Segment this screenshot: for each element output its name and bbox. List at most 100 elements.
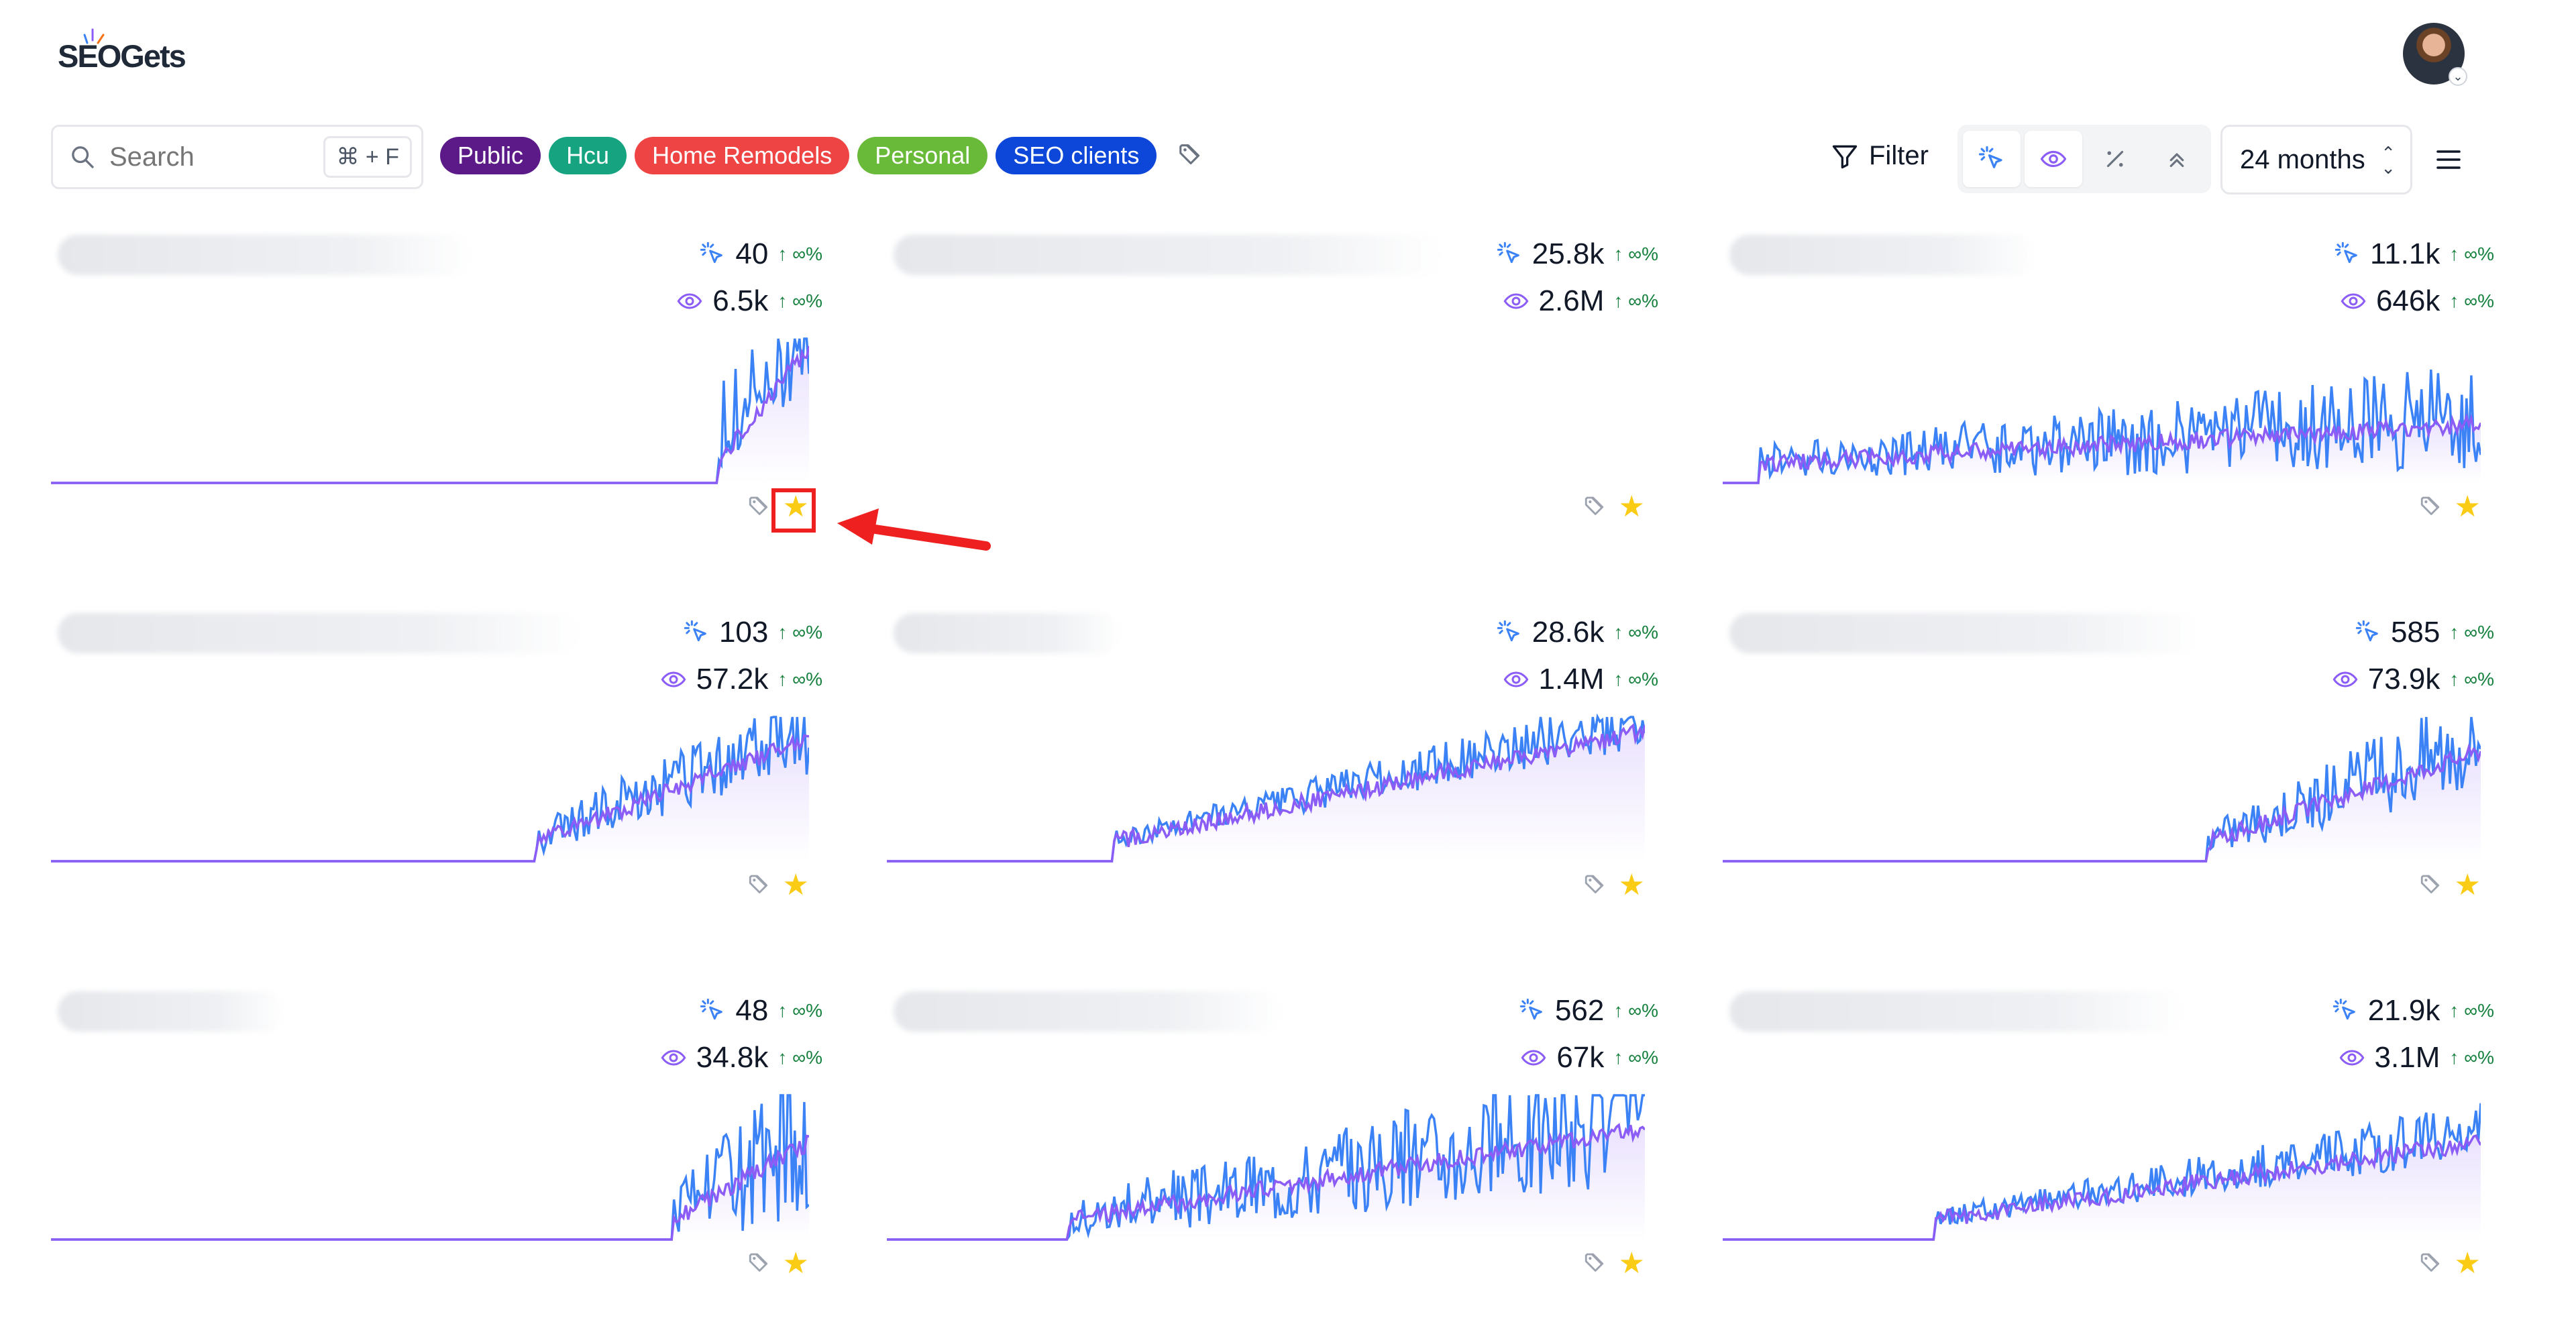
tag-personal[interactable]: Personal	[857, 137, 988, 174]
metric-toggle-group	[1957, 125, 2211, 193]
clicks-stat: 11.1k ↑ ∞%	[2334, 237, 2494, 271]
traffic-chart[interactable]	[887, 707, 1645, 868]
traffic-chart[interactable]	[887, 329, 1645, 490]
chevron-down-icon[interactable]: ⌄	[2449, 67, 2467, 86]
impressions-area	[51, 735, 809, 861]
traffic-chart[interactable]	[887, 1085, 1645, 1246]
eye-icon	[1503, 671, 1528, 688]
card-actions: ★	[747, 871, 809, 900]
site-name-blurred[interactable]	[58, 991, 286, 1032]
tag-icon[interactable]	[2418, 493, 2447, 521]
search-box[interactable]: ⌘ + F	[51, 125, 423, 189]
traffic-chart[interactable]	[1723, 1085, 2481, 1246]
impressions-stat: 2.6M ↑ ∞%	[1503, 284, 1658, 318]
star-icon[interactable]: ★	[782, 1247, 809, 1280]
site-card[interactable]: 40 ↑ ∞% 6.5k ↑ ∞% ★	[51, 235, 822, 584]
menu-icon[interactable]	[2432, 144, 2465, 176]
site-name-blurred[interactable]	[894, 991, 1283, 1032]
site-name-blurred[interactable]	[894, 613, 1122, 653]
impressions-stat: 34.8k ↑ ∞%	[660, 1041, 822, 1075]
tags-icon[interactable]	[1177, 140, 1208, 171]
tag-home-remodels[interactable]: Home Remodels	[635, 137, 850, 174]
star-icon[interactable]: ★	[782, 490, 809, 523]
star-icon[interactable]: ★	[1618, 869, 1645, 901]
star-icon[interactable]: ★	[2454, 490, 2481, 523]
tag-public[interactable]: Public	[440, 137, 541, 174]
tag-hcu[interactable]: Hcu	[549, 137, 627, 174]
clicks-value: 562	[1554, 994, 1605, 1027]
card-actions: ★	[2418, 492, 2481, 522]
tag-icon[interactable]	[1582, 493, 1611, 521]
site-name-blurred[interactable]	[58, 235, 474, 275]
site-name-blurred[interactable]	[1729, 235, 2038, 275]
search-input[interactable]	[109, 142, 311, 172]
star-icon[interactable]: ★	[1618, 490, 1645, 523]
position-toggle[interactable]	[2148, 131, 2206, 187]
tag-icon[interactable]	[1582, 871, 1611, 899]
eye-icon	[1521, 1050, 1546, 1066]
site-card[interactable]: 585 ↑ ∞% 73.9k ↑ ∞% ★	[1723, 613, 2494, 962]
clicks-line	[51, 337, 809, 484]
clicks-toggle[interactable]	[1963, 131, 2021, 187]
impressions-change: ↑ ∞%	[1613, 1047, 1658, 1068]
impressions-stat: 3.1M ↑ ∞%	[2339, 1041, 2494, 1075]
site-card[interactable]: 562 ↑ ∞% 67k ↑ ∞% ★	[887, 991, 1658, 1320]
eye-icon	[2341, 293, 2366, 309]
impressions-line	[1723, 1134, 2481, 1241]
star-icon[interactable]: ★	[1618, 1247, 1645, 1280]
impressions-value: 57.2k	[696, 663, 769, 696]
clicks-icon	[2355, 620, 2378, 642]
clicks-icon	[1497, 620, 1519, 642]
impressions-toggle[interactable]	[2025, 131, 2082, 187]
site-card[interactable]: 11.1k ↑ ∞% 646k ↑ ∞% ★	[1723, 235, 2494, 584]
card-actions: ★	[1582, 492, 1645, 522]
site-name-blurred[interactable]	[58, 613, 581, 653]
filter-label: Filter	[1869, 141, 1929, 170]
site-card[interactable]: 48 ↑ ∞% 34.8k ↑ ∞% ★	[51, 991, 822, 1320]
filter-button[interactable]: Filter	[1830, 141, 1929, 171]
traffic-chart[interactable]	[51, 329, 809, 490]
clicks-stat: 585 ↑ ∞%	[2355, 616, 2494, 649]
impressions-change: ↑ ∞%	[2449, 1047, 2494, 1068]
star-icon[interactable]: ★	[2454, 869, 2481, 901]
site-name-blurred[interactable]	[1729, 613, 2199, 653]
clicks-icon	[1519, 998, 1542, 1020]
clicks-icon	[2334, 241, 2357, 264]
impressions-change: ↑ ∞%	[777, 1047, 822, 1068]
site-card[interactable]: 28.6k ↑ ∞% 1.4M ↑ ∞% ★	[887, 613, 1658, 962]
clicks-change: ↑ ∞%	[777, 243, 822, 264]
tag-icon[interactable]	[747, 1250, 775, 1278]
star-icon[interactable]: ★	[782, 869, 809, 901]
tag-seo-clients[interactable]: SEO clients	[996, 137, 1157, 174]
impressions-line	[887, 723, 1645, 863]
site-card[interactable]: 103 ↑ ∞% 57.2k ↑ ∞% ★	[51, 613, 822, 962]
traffic-chart[interactable]	[1723, 329, 2481, 490]
clicks-value: 28.6k	[1532, 616, 1605, 649]
site-name-blurred[interactable]	[1729, 991, 2186, 1032]
site-name-blurred[interactable]	[894, 235, 1444, 275]
clicks-icon	[1497, 241, 1519, 264]
logo-text: SEOGets	[58, 38, 186, 74]
star-icon[interactable]: ★	[2454, 1247, 2481, 1280]
tag-icon[interactable]	[747, 493, 775, 521]
traffic-chart[interactable]	[51, 707, 809, 868]
tag-icon[interactable]	[2418, 1250, 2447, 1278]
impressions-change: ↑ ∞%	[1613, 669, 1658, 690]
impressions-change: ↑ ∞%	[777, 669, 822, 690]
site-card[interactable]: 25.8k ↑ ∞% 2.6M ↑ ∞% ★	[887, 235, 1658, 584]
site-card[interactable]: 21.9k ↑ ∞% 3.1M ↑ ∞% ★	[1723, 991, 2494, 1320]
impressions-stat: 57.2k ↑ ∞%	[660, 663, 822, 696]
tag-icon[interactable]	[2418, 871, 2447, 899]
clicks-value: 40	[735, 237, 769, 270]
clicks-icon	[1978, 146, 2002, 168]
traffic-chart[interactable]	[1723, 707, 2481, 868]
impressions-stat: 1.4M ↑ ∞%	[1503, 663, 1658, 696]
tag-icon[interactable]	[1582, 1250, 1611, 1278]
traffic-chart[interactable]	[51, 1085, 809, 1246]
app-logo[interactable]: SEOGets	[58, 28, 186, 82]
clicks-stat: 103 ↑ ∞%	[683, 616, 822, 649]
card-actions: ★	[747, 1249, 809, 1278]
ctr-toggle[interactable]	[2086, 131, 2144, 187]
period-select[interactable]: 24 months ⌃ ⌄	[2220, 125, 2412, 195]
tag-icon[interactable]	[747, 871, 775, 899]
